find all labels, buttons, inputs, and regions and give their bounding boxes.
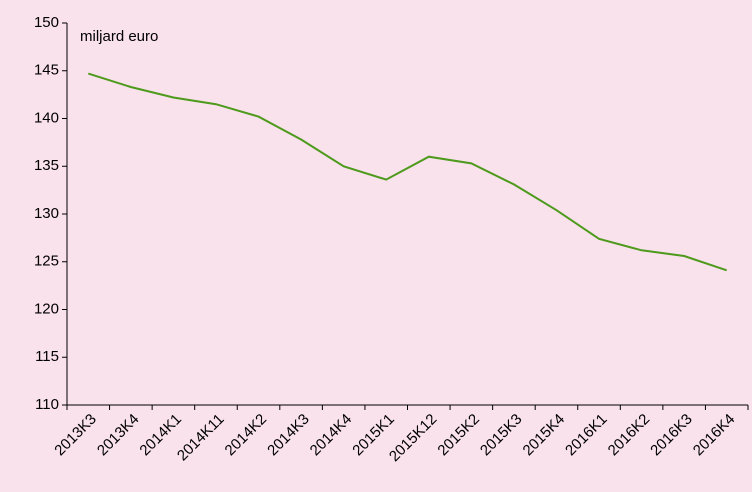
y-tick-label: 120 xyxy=(34,300,59,317)
y-tick-label: 125 xyxy=(34,253,59,270)
y-tick-label: 135 xyxy=(34,157,59,174)
y-tick-label: 150 xyxy=(34,14,59,31)
y-tick-label: 130 xyxy=(34,205,59,222)
unit-label: miljard euro xyxy=(80,28,158,45)
y-tick-label: 145 xyxy=(34,62,59,79)
y-tick-label: 140 xyxy=(34,109,59,126)
y-tick-label: 115 xyxy=(35,348,59,365)
line xyxy=(87,72,728,272)
y-tick-label: 110 xyxy=(35,396,59,413)
